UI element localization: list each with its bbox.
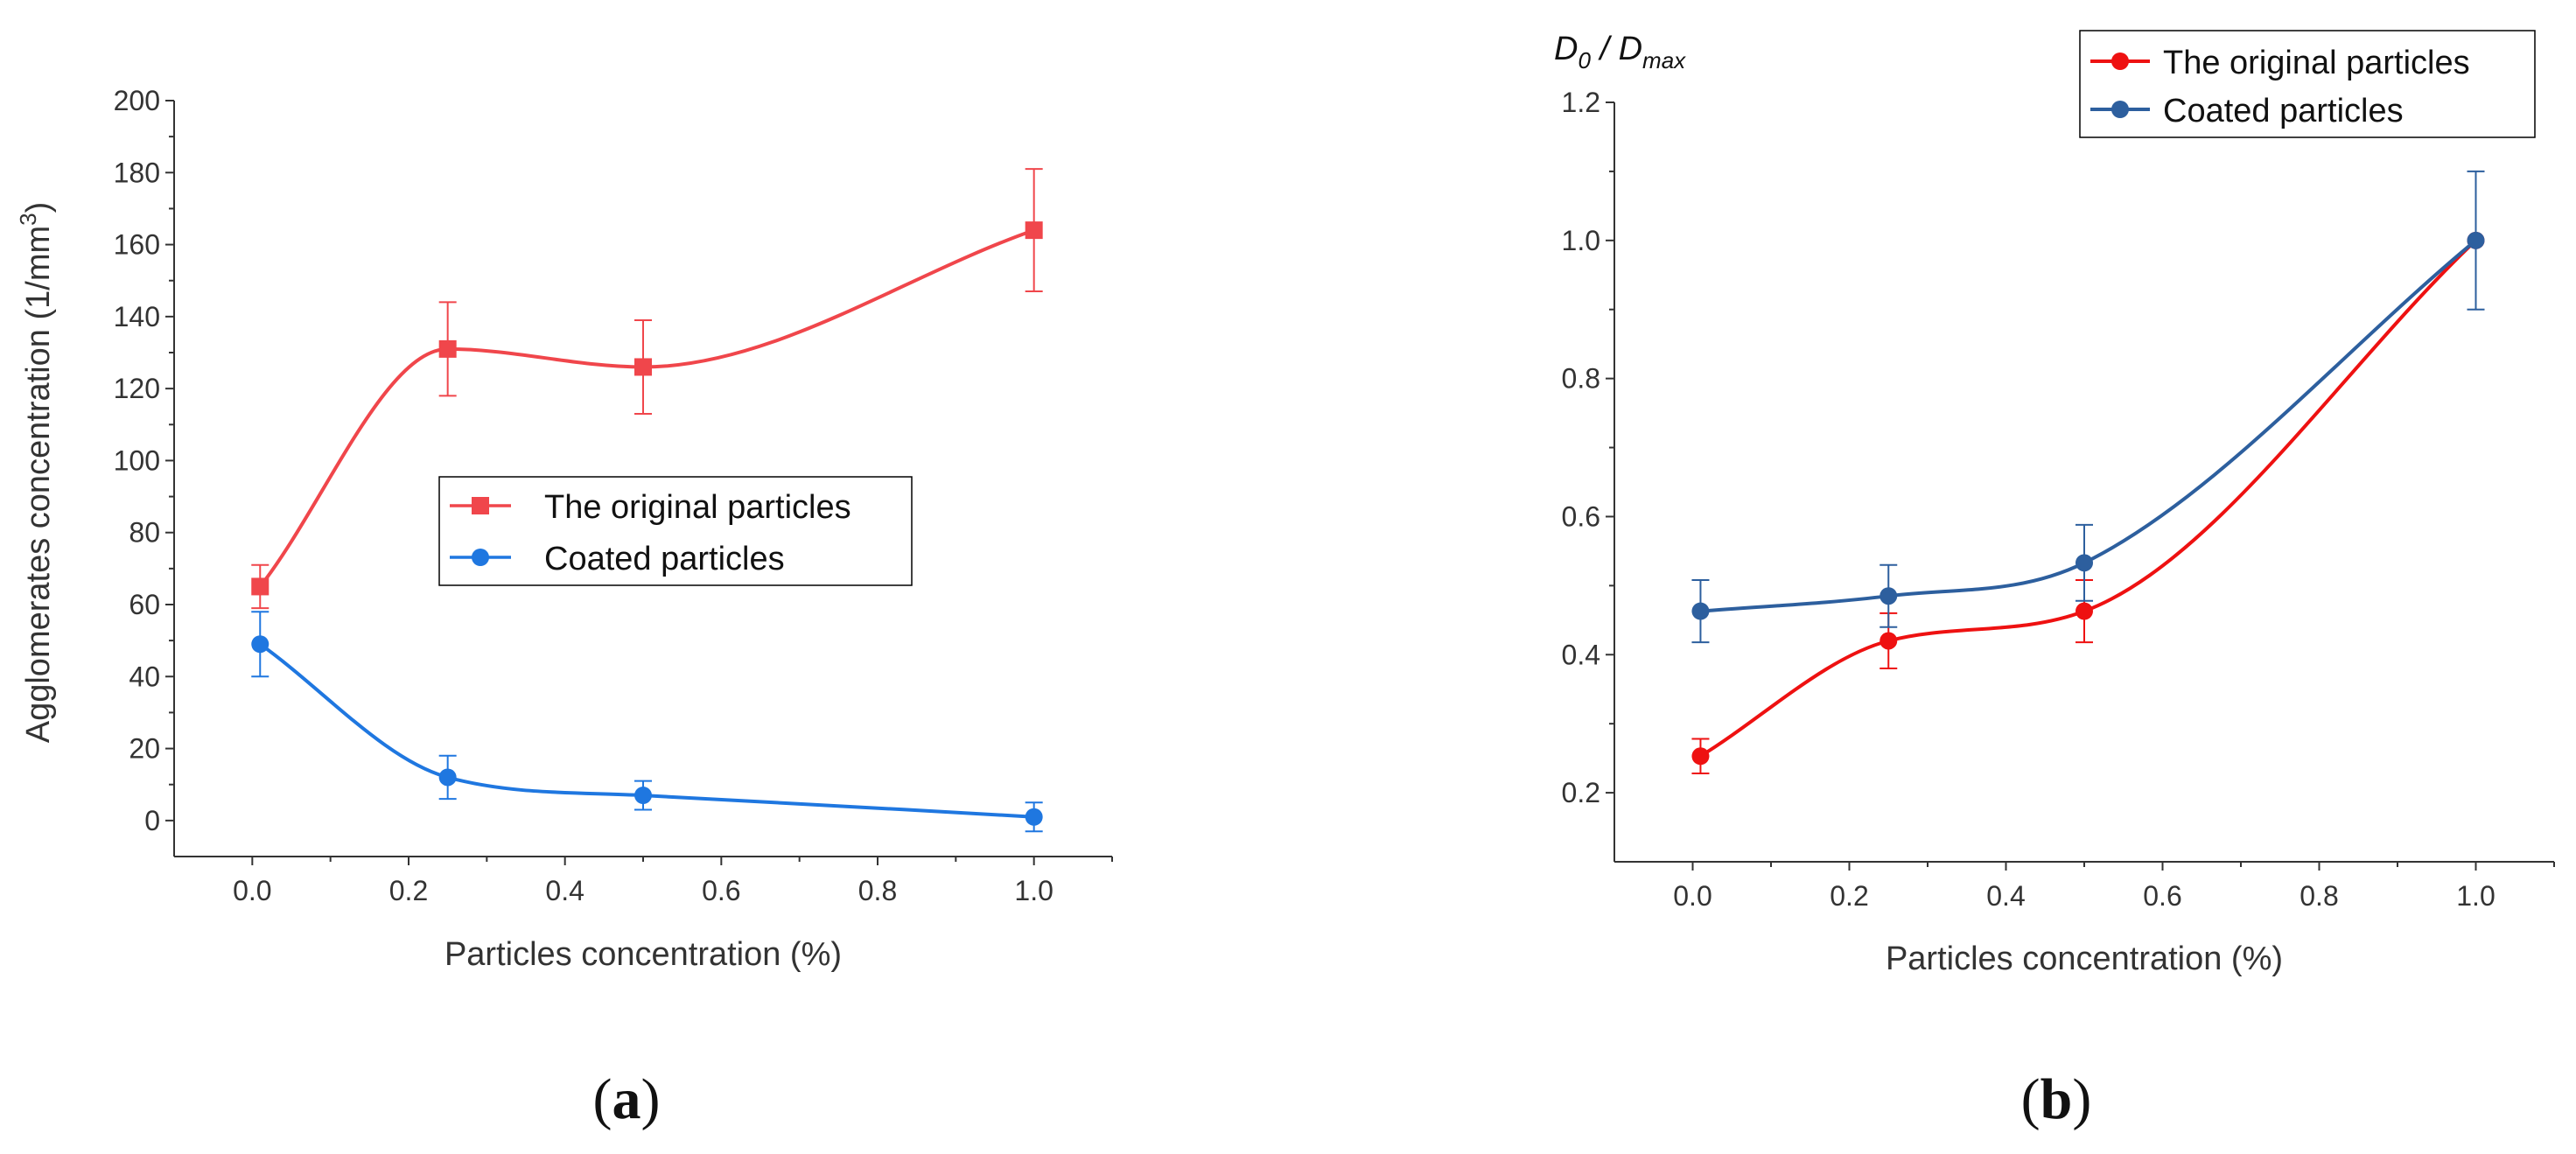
chart-b-y-axis-title-sub2: max [1642,47,1686,73]
y-tick-label: 40 [129,661,160,692]
chart-a-y-axis-title-sup: 3 [15,213,41,225]
x-tick-label: 0.6 [702,875,740,906]
chart-a-panel-label: (a) [593,1067,661,1131]
x-tick-label: 1.0 [1014,875,1053,906]
chart-b-legend-label-coated: Coated particles [2163,93,2404,129]
x-tick-label: 0.0 [233,875,271,906]
data-point [1880,587,1898,605]
y-tick-label: 180 [114,157,160,188]
chart-b-panel-label-open: ( [2021,1067,2040,1131]
x-tick-label: 0.4 [1986,880,2025,912]
y-tick-label: 0.8 [1562,363,1600,395]
y-tick-label: 60 [129,589,160,620]
chart-b-legend-label-original: The original particles [2163,45,2470,81]
chart-b-panel-label-letter: b [2040,1067,2073,1131]
chart-a-y-axis-title-main: Agglomerates concentration (1/mm [20,226,57,743]
y-tick-label: 200 [114,85,160,116]
chart-b-axes [1614,102,2554,863]
y-tick-label: 0.2 [1562,777,1600,808]
data-point [634,787,652,805]
chart-a-legend-box [438,476,913,586]
data-point [1691,747,1710,766]
y-tick-label: 0.6 [1562,500,1600,532]
chart-a-y-ticks: 0 20 40 60 80 100 120 140 160 180 200 [114,85,174,836]
chart-a-legend-label-original: The original particles [544,489,851,526]
chart-b-y-axis-title: D0 / Dmax [1554,31,1686,73]
y-tick-label: 140 [114,301,160,332]
y-tick-label: 0.4 [1562,639,1600,670]
x-tick-label: 0.2 [1830,880,1868,912]
chart-a-legend-marker-coated [472,549,489,566]
chart-b-y-axis-title-mid: / D [1591,31,1642,67]
y-tick-label: 120 [114,373,160,404]
chart-b: 0.2 0.4 0.6 0.8 1.0 1.2 0.0 0.2 0.4 0.6 0.8 1.0 Pa… [1554,30,2555,1131]
series-line-1 [1700,239,2477,613]
y-tick-label: 100 [114,444,160,476]
data-point [1025,808,1043,826]
chart-a-legend-label-coated: Coated particles [544,541,785,577]
data-point [2076,602,2093,620]
chart-b-x-axis-title: Particles concentration (%) [1886,941,2283,977]
chart-b-panel-label-close: ) [2072,1067,2091,1131]
series-line-1 [259,642,1034,819]
data-point [251,577,270,596]
x-tick-label: 1.0 [2456,880,2495,912]
chart-a-x-ticks: 0.0 0.2 0.4 0.6 0.8 1.0 [233,857,1113,906]
x-tick-label: 0.2 [389,875,428,906]
y-tick-label: 1.0 [1562,225,1600,256]
chart-a-legend-marker-original [472,497,489,514]
x-tick-label: 0.6 [2143,880,2181,912]
data-point [1025,221,1043,240]
chart-a-series [251,168,1043,833]
chart-a-legend: The original particles Coated particles [438,476,913,586]
x-tick-label: 0.8 [858,875,897,906]
y-tick-label: 0 [144,805,160,836]
data-point [438,768,457,787]
chart-b-x-ticks: 0.0 0.2 0.4 0.6 0.8 1.0 [1673,862,2555,912]
data-point [251,635,270,654]
y-tick-label: 80 [129,517,160,549]
data-point [1691,602,1710,620]
data-point [438,339,457,358]
chart-a: 0 20 40 60 80 100 120 140 160 180 200 0.0 0.2 0.4 0.6… [15,85,1113,1131]
chart-b-legend-marker-original [2111,52,2129,70]
y-tick-label: 160 [114,229,160,261]
chart-b-y-axis-title-d: D [1554,31,1578,67]
chart-a-panel-label-open: ( [593,1067,612,1131]
chart-b-panel-label: (b) [2021,1067,2092,1131]
x-tick-label: 0.8 [2300,880,2338,912]
y-tick-label: 1.2 [1562,87,1600,118]
chart-a-y-axis-title-end: ) [20,202,57,213]
chart-a-x-axis-title: Particles concentration (%) [444,936,842,973]
data-point [1880,632,1898,650]
chart-b-legend: The original particles Coated particles [2079,30,2536,138]
chart-b-legend-box [2079,30,2536,138]
data-point [634,358,652,376]
series-line-0 [258,228,1035,588]
series-line-0 [1699,239,2477,759]
chart-b-y-axis-title-sub1: 0 [1578,47,1591,73]
chart-a-panel-label-letter: a [612,1067,641,1131]
chart-a-y-axis-title: Agglomerates concentration (1/mm3) [15,202,57,744]
chart-b-series [1691,170,2485,774]
data-point [2467,231,2485,249]
chart-a-panel-label-close: ) [641,1067,661,1131]
data-point [2076,554,2093,572]
x-tick-label: 0.4 [545,875,584,906]
chart-b-y-ticks: 0.2 0.4 0.6 0.8 1.0 1.2 [1562,87,1614,808]
y-tick-label: 20 [129,733,160,765]
chart-b-legend-marker-coated [2111,101,2129,118]
x-tick-label: 0.0 [1673,880,1712,912]
